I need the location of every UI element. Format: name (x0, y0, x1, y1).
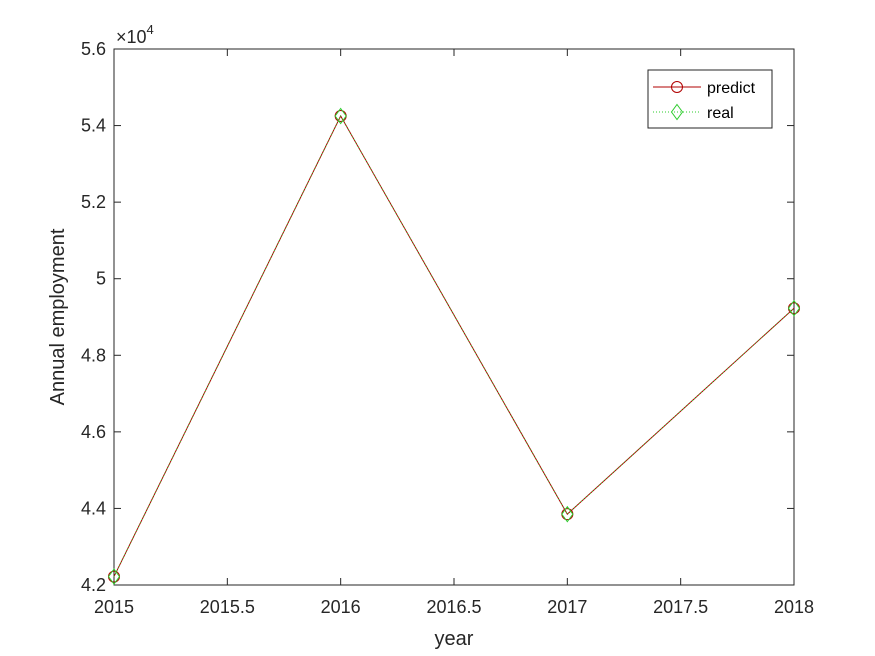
data-point-real (787, 299, 801, 317)
legend-label-predict: predict (707, 80, 756, 97)
y-exponent-base: ×10 (116, 27, 147, 47)
y-exponent-label: ×104 (116, 22, 154, 47)
plot-area (113, 48, 795, 586)
legend-box (647, 69, 773, 129)
data-point-real (334, 107, 347, 125)
x-tick-label: 2015.5 (200, 597, 255, 617)
series-line-predict (113, 114, 795, 577)
x-axis: 2015 2015.5 2016 2016.5 2017 2017.5 2018 (94, 49, 814, 617)
x-tick-label: 2015 (94, 597, 134, 617)
y-tick-label: 5.2 (81, 192, 106, 212)
y-tick-label: 5.4 (81, 116, 106, 136)
x-tick-label: 2016 (321, 597, 361, 617)
x-axis-label: year (435, 628, 474, 650)
legend-label-real: real (707, 105, 734, 122)
series-real (107, 107, 801, 585)
y-exponent-power: 4 (147, 22, 154, 37)
legend-marker-real (670, 103, 684, 121)
y-tick-label: 4.4 (81, 498, 106, 518)
y-axis-label: Annual employment (47, 228, 69, 405)
x-tick-label: 2018 (774, 597, 814, 617)
x-tick-label: 2016.5 (426, 597, 481, 617)
y-tick-label: 5 (96, 269, 106, 289)
y-tick-label: 4.8 (81, 345, 106, 365)
y-axis: 4.2 4.4 4.6 4.8 5 5.2 5.4 5.6 (81, 39, 794, 595)
legend: predict real (647, 69, 773, 129)
legend-marker-predict (671, 81, 683, 93)
y-tick-label: 4.6 (81, 422, 106, 442)
y-tick-label: 5.6 (81, 39, 106, 59)
series-layer (107, 107, 801, 585)
x-tick-label: 2017.5 (653, 597, 708, 617)
data-point-real (561, 505, 574, 523)
y-tick-label: 4.2 (81, 575, 106, 595)
data-point-real (107, 568, 121, 585)
x-tick-label: 2017 (547, 597, 587, 617)
